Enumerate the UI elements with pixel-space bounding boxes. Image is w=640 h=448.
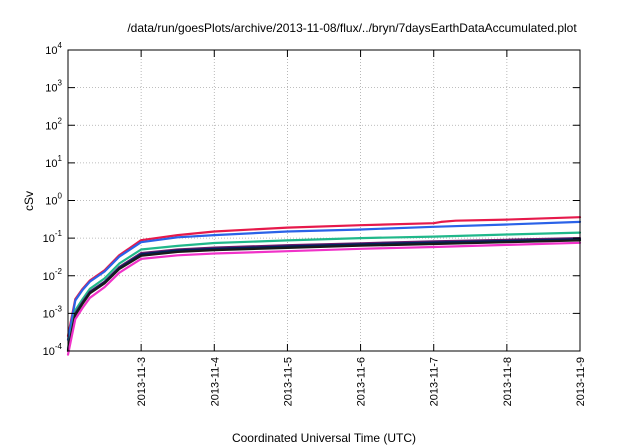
y-tick-label: 103 (45, 79, 62, 95)
y-tick-label: 104 (45, 41, 62, 57)
y-tick-label: 10-2 (43, 267, 63, 283)
axis-ticks: 10-4 10-3 10-2 10-1 100 101 102 103 104 2013-11-3… (43, 41, 587, 406)
x-tick-label: 2013-11-3 (136, 357, 148, 406)
x-tick-label: 2013-11-5 (282, 357, 294, 406)
x-tick-label: 2013-11-8 (502, 357, 514, 406)
chart-title: /data/run/goesPlots/archive/2013-11-08/f… (127, 21, 577, 35)
y-tick-label: 100 (45, 192, 62, 208)
x-axis-label: Coordinated Universal Time (UTC) (232, 431, 416, 445)
series-line-3 (66, 231, 582, 350)
y-axis-label: cSv (22, 191, 36, 211)
y-tick-label: 10-1 (43, 229, 63, 245)
series-line-6 (66, 239, 582, 353)
series-line-7 (66, 241, 582, 356)
y-tick-label: 10-3 (43, 304, 63, 320)
y-tick-label: 10-4 (43, 342, 63, 358)
grid-lines (68, 50, 580, 351)
y-tick-label: 101 (45, 154, 62, 170)
x-tick-label: 2013-11-7 (429, 357, 441, 406)
x-tick-label: 2013-11-4 (209, 357, 221, 406)
series-line-2 (66, 220, 582, 341)
series-lines (66, 216, 582, 356)
x-tick-label: 2013-11-9 (575, 357, 587, 406)
y-tick-label: 102 (45, 116, 62, 132)
x-tick-label: 2013-11-6 (356, 357, 368, 406)
